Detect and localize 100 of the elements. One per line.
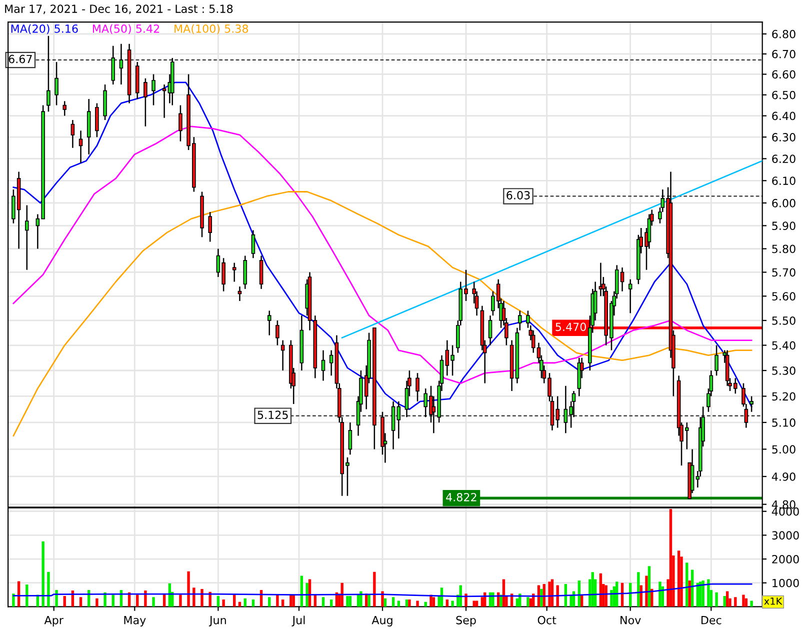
line-series — [12, 82, 752, 410]
bar — [26, 584, 28, 607]
bar — [340, 582, 344, 607]
bar — [306, 582, 308, 607]
bar — [373, 572, 376, 607]
y-tick-label: 5.30 — [772, 366, 796, 375]
bar — [112, 594, 114, 607]
bar — [381, 591, 384, 607]
line-series — [12, 191, 752, 436]
bar — [136, 594, 139, 607]
candlestick — [111, 45, 116, 86]
bar — [416, 600, 419, 607]
bar — [96, 598, 98, 607]
bar — [669, 508, 672, 607]
bar — [368, 594, 370, 607]
y-tick-label: 3000 — [772, 531, 799, 540]
bar — [392, 597, 395, 607]
bar — [637, 572, 640, 607]
candlestick — [208, 211, 212, 242]
candlestick — [95, 102, 99, 138]
bar — [451, 600, 454, 607]
text: MA(50) 5.42 — [92, 24, 160, 34]
y-tick-label: 5.00 — [772, 445, 796, 454]
y-tick-label: 1000 — [772, 578, 799, 588]
candlestick — [276, 320, 280, 346]
bar — [152, 597, 155, 607]
text: x1K — [764, 598, 782, 605]
bar — [144, 590, 147, 607]
x-tick-label: Oct — [538, 616, 556, 624]
candlestick — [162, 84, 166, 119]
bar — [645, 576, 648, 607]
bar — [734, 597, 737, 607]
bar — [346, 596, 349, 607]
candlestick — [396, 400, 401, 440]
bar — [397, 600, 400, 607]
x-tick-label: Aug — [372, 616, 392, 626]
ref-line-label: 6.03 — [506, 191, 530, 200]
bar — [187, 571, 190, 607]
x-tick-label: Jun — [208, 616, 226, 626]
text: MA(20) 5.16 — [11, 24, 78, 34]
bar — [570, 594, 572, 607]
bar — [322, 597, 325, 607]
bar — [200, 589, 204, 607]
bar — [750, 600, 753, 607]
bar — [348, 596, 352, 607]
bar — [232, 594, 236, 607]
bar — [677, 550, 680, 607]
y-tick-label: 6.80 — [772, 30, 796, 38]
candlestick — [267, 310, 272, 336]
bar — [47, 572, 50, 607]
candlestick — [488, 314, 492, 346]
bar — [222, 600, 225, 607]
y-tick-label: 5.80 — [772, 244, 796, 254]
bar — [540, 588, 543, 607]
candlestick — [321, 350, 326, 382]
y-tick-label: 6.00 — [772, 198, 796, 208]
candlestick — [46, 35, 50, 112]
candlestick — [251, 230, 256, 259]
bar — [526, 597, 530, 607]
x-tick-label: Dec — [701, 616, 722, 624]
bar — [208, 592, 212, 607]
ref-line-label: 4.822 — [446, 492, 476, 502]
bar — [281, 600, 284, 607]
candlestick — [62, 100, 67, 116]
candlestick — [144, 78, 148, 128]
y-tick-label: 4.80 — [772, 500, 796, 509]
y-tick-label: 6.50 — [772, 90, 796, 100]
bar — [408, 600, 411, 607]
y-tick-label: 6.70 — [772, 50, 796, 58]
x-tick-label: Sep — [456, 616, 476, 626]
bar — [742, 594, 745, 607]
y-tick-label: 6.30 — [772, 133, 796, 142]
y-tick-label: 5.50 — [772, 316, 796, 325]
candlestick — [54, 61, 58, 106]
bar — [610, 590, 613, 607]
y-tick-label: 2000 — [772, 554, 799, 564]
candlestick — [70, 119, 75, 148]
bar — [268, 597, 271, 607]
y-tick-label: 6.40 — [772, 112, 796, 120]
bar — [356, 594, 360, 607]
bar — [79, 597, 82, 607]
candlestick — [714, 344, 718, 376]
bar — [726, 591, 729, 607]
candlestick — [178, 104, 182, 142]
bar — [360, 591, 362, 607]
text: MA(100) 5.38 — [174, 24, 248, 34]
bar — [179, 594, 182, 607]
x-tick-label: May — [124, 616, 146, 626]
candlestick — [119, 43, 124, 86]
candlestick — [78, 130, 83, 164]
y-tick-label: 5.60 — [772, 292, 796, 301]
y-tick-label: 5.10 — [772, 418, 796, 427]
bar — [658, 582, 662, 607]
bar — [472, 600, 476, 607]
candlestick — [238, 286, 242, 302]
bar — [702, 580, 704, 607]
chart-title: Mar 17, 2021 - Dec 16, 2021 - Last : 5.18 — [5, 4, 233, 14]
ref-line-label: 5.125 — [258, 410, 288, 420]
y-tick-label: 6.10 — [772, 176, 796, 186]
bar — [604, 585, 608, 607]
